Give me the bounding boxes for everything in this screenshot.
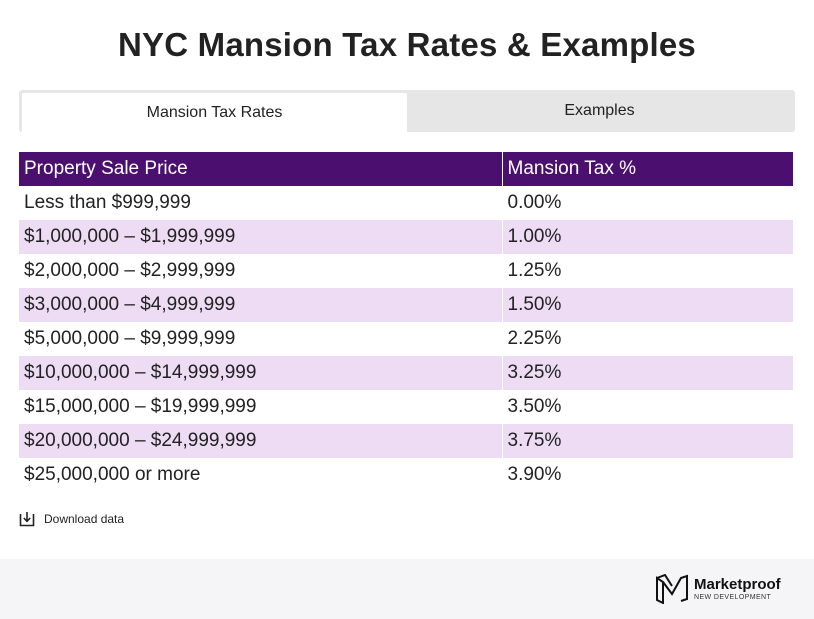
sale-price-cell: $3,000,000 – $4,999,999 bbox=[19, 288, 503, 322]
tax-percent-cell: 1.25% bbox=[502, 254, 793, 288]
table-row: $5,000,000 – $9,999,999 2.25% bbox=[19, 322, 793, 356]
table-row: $1,000,000 – $1,999,999 1.00% bbox=[19, 220, 793, 254]
table-header-row: Property Sale Price Mansion Tax % bbox=[19, 152, 793, 186]
sale-price-cell: $5,000,000 – $9,999,999 bbox=[19, 322, 503, 356]
sale-price-cell: $10,000,000 – $14,999,999 bbox=[19, 356, 503, 390]
table-row: $10,000,000 – $14,999,999 3.25% bbox=[19, 356, 793, 390]
tax-percent-cell: 3.50% bbox=[502, 390, 793, 424]
marketproof-logo-icon bbox=[656, 574, 688, 604]
sale-price-cell: $25,000,000 or more bbox=[19, 458, 503, 492]
logo-subtitle: NEW DEVELOPMENT bbox=[694, 594, 772, 601]
download-label: Download data bbox=[44, 512, 125, 526]
marketproof-logo[interactable]: Marketproof NEW DEVELOPMENT bbox=[655, 574, 781, 604]
tax-percent-cell: 3.90% bbox=[502, 458, 793, 492]
table-row: Less than $999,999 0.00% bbox=[19, 186, 793, 220]
footer-bar bbox=[0, 559, 814, 619]
sale-price-cell: $2,000,000 – $2,999,999 bbox=[19, 254, 503, 288]
tax-rate-table: Property Sale Price Mansion Tax % Less t… bbox=[19, 152, 793, 492]
tax-percent-cell: 1.00% bbox=[502, 220, 793, 254]
tax-percent-cell: 0.00% bbox=[502, 186, 793, 220]
tab-mansion-tax-rates[interactable]: Mansion Tax Rates bbox=[22, 93, 407, 132]
table-row: $15,000,000 – $19,999,999 3.50% bbox=[19, 390, 793, 424]
sale-price-cell: $15,000,000 – $19,999,999 bbox=[19, 390, 503, 424]
table-row: $3,000,000 – $4,999,999 1.50% bbox=[19, 288, 793, 322]
download-data-link[interactable]: Download data bbox=[19, 511, 124, 527]
sale-price-cell: $20,000,000 – $24,999,999 bbox=[19, 424, 503, 458]
logo-name: Marketproof bbox=[694, 576, 781, 593]
page-title: NYC Mansion Tax Rates & Examples bbox=[118, 26, 696, 63]
tab-bar: Mansion Tax Rates Examples bbox=[19, 90, 795, 132]
tax-percent-cell: 3.25% bbox=[502, 356, 793, 390]
table-row: $2,000,000 – $2,999,999 1.25% bbox=[19, 254, 793, 288]
tax-percent-cell: 2.25% bbox=[502, 322, 793, 356]
tax-percent-cell: 3.75% bbox=[502, 424, 793, 458]
table-row: $25,000,000 or more 3.90% bbox=[19, 458, 793, 492]
column-header-tax-percent: Mansion Tax % bbox=[502, 152, 793, 186]
download-icon bbox=[19, 512, 35, 527]
sale-price-cell: Less than $999,999 bbox=[19, 186, 503, 220]
table-row: $20,000,000 – $24,999,999 3.75% bbox=[19, 424, 793, 458]
tab-examples[interactable]: Examples bbox=[564, 102, 635, 119]
column-header-sale-price: Property Sale Price bbox=[19, 152, 503, 186]
sale-price-cell: $1,000,000 – $1,999,999 bbox=[19, 220, 503, 254]
tax-percent-cell: 1.50% bbox=[502, 288, 793, 322]
